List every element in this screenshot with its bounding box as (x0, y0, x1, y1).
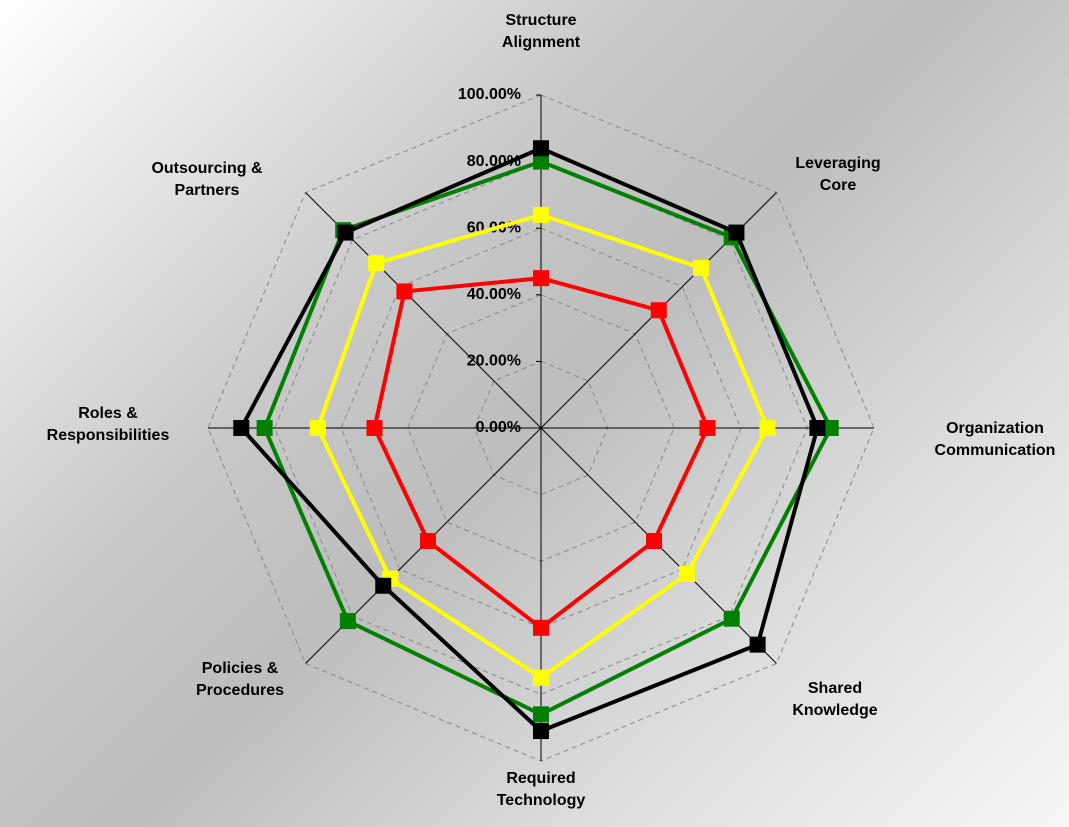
r-tick-label: 40.00% (467, 286, 521, 303)
marker (693, 259, 710, 276)
marker (749, 636, 766, 653)
marker (366, 420, 383, 436)
marker (728, 224, 745, 241)
marker (822, 420, 839, 436)
r-tick-label: 80.00% (467, 153, 521, 170)
category-label: Roles & Responsibilities (46, 405, 170, 444)
marker (699, 420, 716, 436)
marker (809, 420, 826, 436)
marker (256, 420, 273, 436)
category-label: Required Technology (496, 770, 586, 809)
marker (646, 533, 663, 550)
marker (368, 255, 385, 272)
category-label: Structure Alignment (501, 12, 581, 51)
marker (375, 577, 392, 594)
r-tick-label: 100.00% (458, 86, 521, 103)
marker (309, 420, 326, 436)
marker (759, 420, 776, 436)
marker (419, 533, 436, 550)
category-label: Shared Knowledge (792, 680, 878, 719)
marker (650, 302, 667, 319)
grid-line (473, 360, 609, 496)
marker (678, 565, 695, 582)
grid-line (340, 227, 742, 629)
marker (233, 420, 250, 436)
marker (533, 140, 549, 157)
grid-line (274, 161, 808, 695)
r-tick-label: 20.00% (467, 353, 521, 370)
marker (533, 153, 549, 170)
category-label: Policies & Procedures (195, 660, 285, 699)
marker (533, 270, 549, 287)
marker (533, 206, 549, 223)
r-tick-label: 0.00% (476, 419, 521, 436)
marker (396, 283, 413, 300)
marker (533, 669, 549, 686)
marker (339, 613, 356, 630)
category-label: Organization Communication (934, 420, 1056, 459)
category-label: Outsourcing & Partners (151, 160, 263, 199)
marker (337, 224, 354, 241)
marker (533, 723, 549, 740)
marker (723, 610, 740, 627)
marker (533, 619, 549, 636)
marker (533, 706, 549, 723)
category-label: Leveraging Core (795, 155, 881, 194)
